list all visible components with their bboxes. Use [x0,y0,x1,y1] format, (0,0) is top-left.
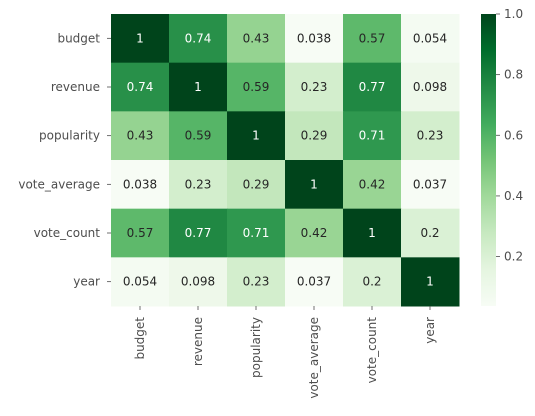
cell-value-label: 1 [252,129,260,143]
heatmap-cell-revenue-popularity [227,62,286,112]
heatmap-cell-vote_count-vote_count [343,208,402,258]
cell-value-label: 0.23 [243,275,270,289]
cell-value-label: 0.098 [413,80,447,94]
cell-value-label: 0.23 [301,80,328,94]
cell-value-label: 0.054 [413,31,447,45]
row-label-year: year [73,275,100,289]
cell-value-label: 0.43 [127,129,154,143]
row-label-revenue: revenue [51,80,100,94]
row-label-budget: budget [57,31,100,45]
cell-value-label: 0.2 [362,275,381,289]
heatmap-cell-year-year [401,257,460,307]
heatmap-cell-budget-budget [111,14,170,64]
heatmap-cell-vote_count-popularity [227,208,286,258]
cell-value-label: 0.2 [420,226,439,240]
heatmap-cell-popularity-vote_count [343,111,402,161]
row-label-popularity: popularity [39,129,100,143]
colorbar-tick-label: 0.4 [504,189,523,203]
heatmap-cell-budget-popularity [227,14,286,64]
cell-value-label: 0.71 [243,226,270,240]
column-label-budget: budget [133,317,147,360]
heatmap-cell-vote_count-year [401,208,460,258]
colorbar [481,14,496,306]
heatmap-cell-vote_average-revenue [169,160,228,210]
heatmap-cell-vote_average-vote_average [285,160,344,210]
cell-value-label: 0.74 [185,31,212,45]
heatmap-cell-vote_count-vote_average [285,208,344,258]
cell-value-label: 0.43 [243,31,270,45]
heatmap-cell-vote_average-year [401,160,460,210]
cell-value-label: 0.038 [297,31,331,45]
heatmap-cells: 1 0.74 0.43 0.038 0.57 0.054 0.74 1 0.59 0.23 0.77… [111,14,460,307]
heatmap-cell-revenue-vote_average [285,62,344,112]
cell-value-label: 0.23 [417,129,444,143]
column-label-year: year [423,317,437,344]
row-label-vote_count: vote_count [34,226,101,240]
heatmap-cell-revenue-vote_count [343,62,402,112]
heatmap-cell-revenue-revenue [169,62,228,112]
cell-value-label: 0.29 [301,129,328,143]
heatmap-cell-budget-revenue [169,14,228,64]
heatmap-cell-year-budget [111,257,170,307]
colorbar-tick-label: 0.2 [504,250,523,264]
colorbar-tick-label: 0.8 [504,68,523,82]
cell-value-label: 1 [426,275,434,289]
heatmap-cell-revenue-budget [111,62,170,112]
cell-value-label: 0.71 [359,129,386,143]
cell-value-label: 1 [194,80,202,94]
column-label-revenue: revenue [191,317,205,366]
cell-value-label: 0.77 [185,226,212,240]
heatmap-cell-popularity-revenue [169,111,228,161]
heatmap-cell-vote_count-budget [111,208,170,258]
heatmap-cell-popularity-year [401,111,460,161]
cell-value-label: 0.57 [359,31,386,45]
cell-value-label: 0.037 [297,275,331,289]
heatmap-cell-year-vote_count [343,257,402,307]
heatmap-cell-vote_count-revenue [169,208,228,258]
cell-value-label: 0.23 [185,177,212,191]
heatmap-cell-popularity-popularity [227,111,286,161]
heatmap-cell-year-revenue [169,257,228,307]
cell-value-label: 0.29 [243,177,270,191]
row-label-vote_average: vote_average [18,177,100,191]
column-label-popularity: popularity [249,317,263,378]
heatmap-cell-popularity-vote_average [285,111,344,161]
cell-value-label: 0.038 [123,177,157,191]
heatmap-cell-popularity-budget [111,111,170,161]
cell-value-label: 0.42 [301,226,328,240]
row-tick-labels: budget revenue popularity vote_average vote_… [18,31,111,289]
heatmap-cell-budget-vote_average [285,14,344,64]
cell-value-label: 1 [136,31,144,45]
heatmap-cell-budget-vote_count [343,14,402,64]
cell-value-label: 0.59 [243,80,270,94]
column-tick-labels: budget revenue popularity vote_average vote_… [133,306,437,399]
cell-value-label: 0.054 [123,275,157,289]
cell-value-label: 0.59 [185,129,212,143]
heatmap-cell-budget-year [401,14,460,64]
colorbar-ticks: 0.2 0.4 0.6 0.8 1.0 [496,7,523,264]
cell-value-label: 0.74 [127,80,154,94]
cell-value-label: 1 [368,226,376,240]
heatmap-cell-vote_average-vote_count [343,160,402,210]
cell-value-label: 0.57 [127,226,154,240]
colorbar-tick-label: 0.6 [504,128,523,142]
heatmap-cell-year-vote_average [285,257,344,307]
cell-value-label: 1 [310,177,318,191]
heatmap-cell-vote_average-budget [111,160,170,210]
colorbar-tick-label: 1.0 [504,7,523,21]
heatmap-cell-year-popularity [227,257,286,307]
cell-value-label: 0.037 [413,177,447,191]
heatmap-cell-revenue-year [401,62,460,112]
column-label-vote_average: vote_average [307,317,321,399]
cell-value-label: 0.098 [181,275,215,289]
heatmap-cell-vote_average-popularity [227,160,286,210]
column-label-vote_count: vote_count [365,317,379,384]
cell-value-label: 0.77 [359,80,386,94]
cell-value-label: 0.42 [359,177,386,191]
